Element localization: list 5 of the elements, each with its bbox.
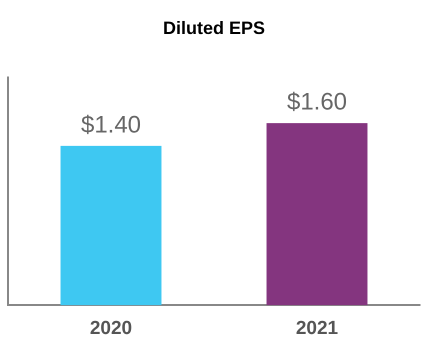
data-label: $1.60	[286, 88, 348, 116]
data-label: $1.40	[80, 112, 142, 139]
x-tick-label: 2020	[90, 318, 132, 339]
x-tick-label: 2021	[296, 318, 339, 339]
chart-title: Diluted EPS	[162, 18, 266, 38]
